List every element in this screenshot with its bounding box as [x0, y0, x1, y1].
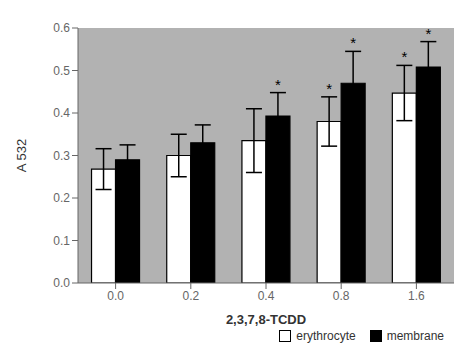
svg-text:A 532: A 532: [14, 139, 29, 172]
svg-text:*: *: [401, 48, 407, 65]
svg-text:0.6: 0.6: [53, 21, 70, 35]
svg-text:0.3: 0.3: [53, 149, 70, 163]
svg-text:0.8: 0.8: [333, 289, 350, 303]
svg-text:*: *: [275, 76, 281, 93]
svg-text:*: *: [425, 25, 431, 42]
svg-text:0.1: 0.1: [53, 234, 70, 248]
svg-text:*: *: [326, 80, 332, 97]
svg-text:0.0: 0.0: [53, 276, 70, 290]
svg-text:0.4: 0.4: [53, 106, 70, 120]
svg-text:*: *: [350, 34, 356, 51]
svg-text:0.4: 0.4: [258, 289, 275, 303]
svg-text:1.6: 1.6: [408, 289, 425, 303]
svg-text:0.2: 0.2: [53, 191, 70, 205]
html-text:erythrocyte: erythrocyte: [296, 329, 356, 343]
html-text:membrane: membrane: [386, 329, 444, 343]
svg-text:0.2: 0.2: [182, 289, 199, 303]
svg-text:0.5: 0.5: [53, 64, 70, 78]
svg-text:0.0: 0.0: [107, 289, 124, 303]
svg-text:2,3,7,8-TCDD: 2,3,7,8-TCDD: [226, 312, 306, 327]
